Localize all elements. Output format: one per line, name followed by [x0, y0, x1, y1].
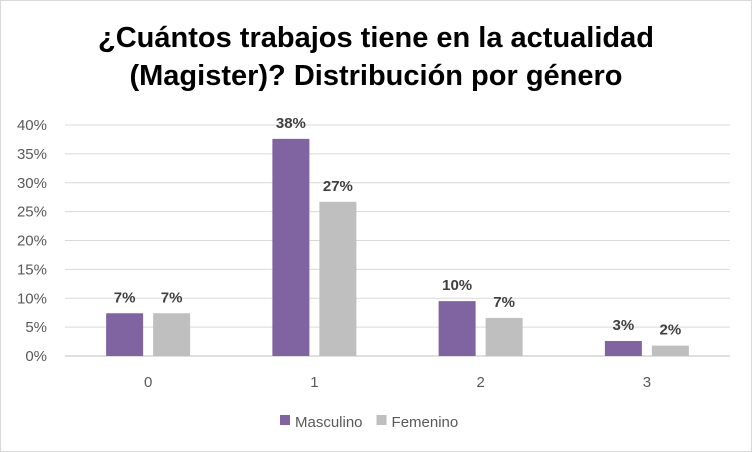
- data-label: 38%: [276, 115, 306, 132]
- legend-label-masculino: Masculino: [295, 414, 363, 431]
- x-category-label: 0: [144, 374, 152, 391]
- chart-title: ¿Cuántos trabajos tiene en la actualidad…: [1, 19, 751, 95]
- chart-title-line-2: (Magister)? Distribución por género: [129, 60, 623, 92]
- y-tick-label: 35%: [17, 146, 47, 163]
- legend-label-femenino: Femenino: [392, 414, 459, 431]
- bar-femenino: [651, 345, 689, 356]
- y-tick-label: 40%: [17, 117, 47, 134]
- bar-femenino: [153, 313, 191, 356]
- y-tick-label: 15%: [17, 261, 47, 278]
- data-label: 27%: [323, 178, 353, 195]
- data-label: 2%: [660, 322, 682, 339]
- y-tick-label: 25%: [17, 204, 47, 221]
- data-label: 3%: [613, 317, 635, 334]
- y-tick-label: 30%: [17, 175, 47, 192]
- legend-swatch-femenino: [376, 415, 387, 425]
- bar-femenino: [319, 201, 357, 356]
- bar-masculino: [272, 138, 310, 356]
- chart-title-line-1: ¿Cuántos trabajos tiene en la actualidad: [98, 22, 654, 54]
- bar-masculino: [106, 313, 144, 356]
- x-category-label: 2: [476, 374, 484, 391]
- y-tick-label: 0%: [25, 348, 47, 365]
- bar-masculino: [438, 301, 476, 356]
- legend-swatch-masculino: [280, 415, 290, 425]
- data-label: 7%: [493, 294, 515, 311]
- bar-femenino: [485, 317, 523, 356]
- x-category-label: 3: [643, 374, 651, 391]
- data-label: 7%: [161, 289, 183, 306]
- y-tick-label: 20%: [17, 233, 47, 250]
- data-label: 7%: [114, 289, 136, 306]
- y-tick-label: 10%: [17, 290, 47, 307]
- x-category-label: 1: [310, 374, 318, 391]
- bar-masculino: [604, 340, 642, 356]
- data-label: 10%: [442, 277, 472, 294]
- y-tick-label: 5%: [25, 319, 47, 336]
